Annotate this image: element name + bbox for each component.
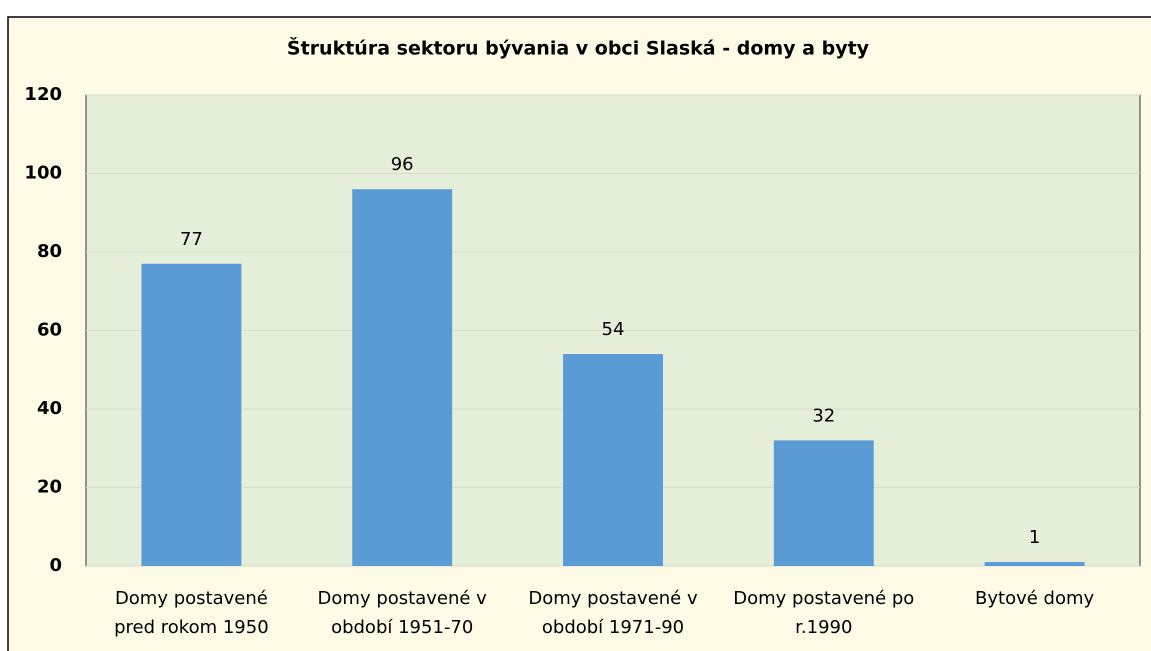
y-tick-label: 60 — [37, 320, 62, 341]
x-tick-label: Domy postavené po r.1990 — [733, 588, 915, 638]
chart-title: Štruktúra sektoru bývania v obci Slaská … — [287, 36, 870, 60]
y-tick-label: 100 — [24, 163, 62, 184]
x-tick-label: Domy postavené pred rokom 1950 — [114, 588, 269, 638]
x-tick-label: Domy postavené v období 1951-70 — [317, 588, 487, 638]
y-tick-label: 0 — [49, 555, 62, 576]
bar — [141, 263, 242, 566]
data-label: 77 — [180, 229, 203, 250]
bar — [984, 562, 1085, 566]
x-tick-label: Domy postavené v období 1971-90 — [528, 588, 698, 638]
x-tick-label: Bytové domy — [975, 588, 1095, 609]
data-label: 32 — [812, 405, 835, 426]
y-tick-label: 20 — [37, 477, 62, 498]
y-tick-label: 120 — [24, 84, 62, 105]
data-label: 54 — [602, 319, 625, 340]
bar — [352, 189, 453, 566]
data-label: 96 — [391, 154, 414, 175]
y-tick-label: 40 — [37, 398, 62, 419]
data-label: 1 — [1029, 527, 1040, 548]
y-tick-label: 80 — [37, 241, 62, 262]
bar — [773, 440, 874, 566]
bar — [563, 354, 663, 566]
